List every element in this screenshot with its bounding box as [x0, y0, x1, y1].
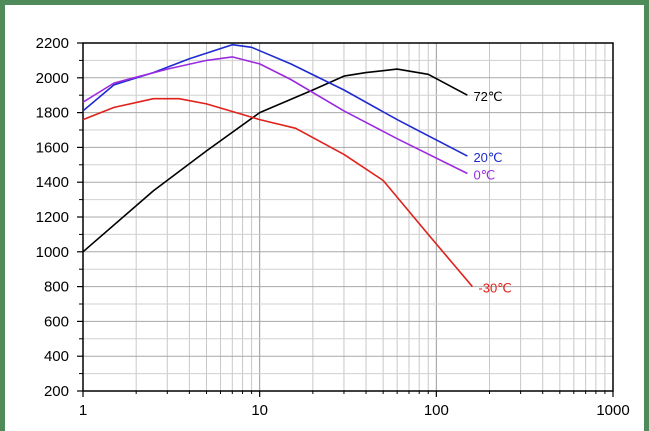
x-tick-label: 100 [424, 402, 449, 419]
y-tick-label: 1800 [36, 105, 69, 122]
series-labels: 72℃ 20℃ 0℃ -30℃ [473, 89, 511, 295]
series-label: 72℃ [473, 89, 502, 104]
y-tick-label: 200 [44, 383, 69, 400]
y-tick-label: 800 [44, 279, 69, 296]
series-label: 20℃ [473, 150, 502, 165]
x-tick-label: 1000 [596, 402, 629, 419]
series-label: -30℃ [478, 281, 511, 296]
y-axis: 2200 2000 1800 1600 1400 1200 1000 800 600 400 200 [36, 35, 83, 400]
y-tick-label: 400 [44, 348, 69, 365]
grid [83, 43, 613, 391]
x-tick-label: 1 [79, 402, 87, 419]
series-group [82, 43, 474, 288]
y-tick-label: 1200 [36, 209, 69, 226]
series-line-0c [82, 56, 468, 175]
series-line--30c [82, 97, 474, 288]
series-label: 0℃ [473, 168, 495, 183]
x-axis: 1 10 100 1000 [79, 391, 630, 419]
y-tick-label: 1000 [36, 244, 69, 261]
y-tick-label: 1600 [36, 139, 69, 156]
y-tick-label: 2000 [36, 70, 69, 87]
x-tick-label: 10 [251, 402, 268, 419]
y-tick-label: 1400 [36, 174, 69, 191]
y-tick-label: 2200 [36, 35, 69, 52]
y-tick-label: 600 [44, 313, 69, 330]
